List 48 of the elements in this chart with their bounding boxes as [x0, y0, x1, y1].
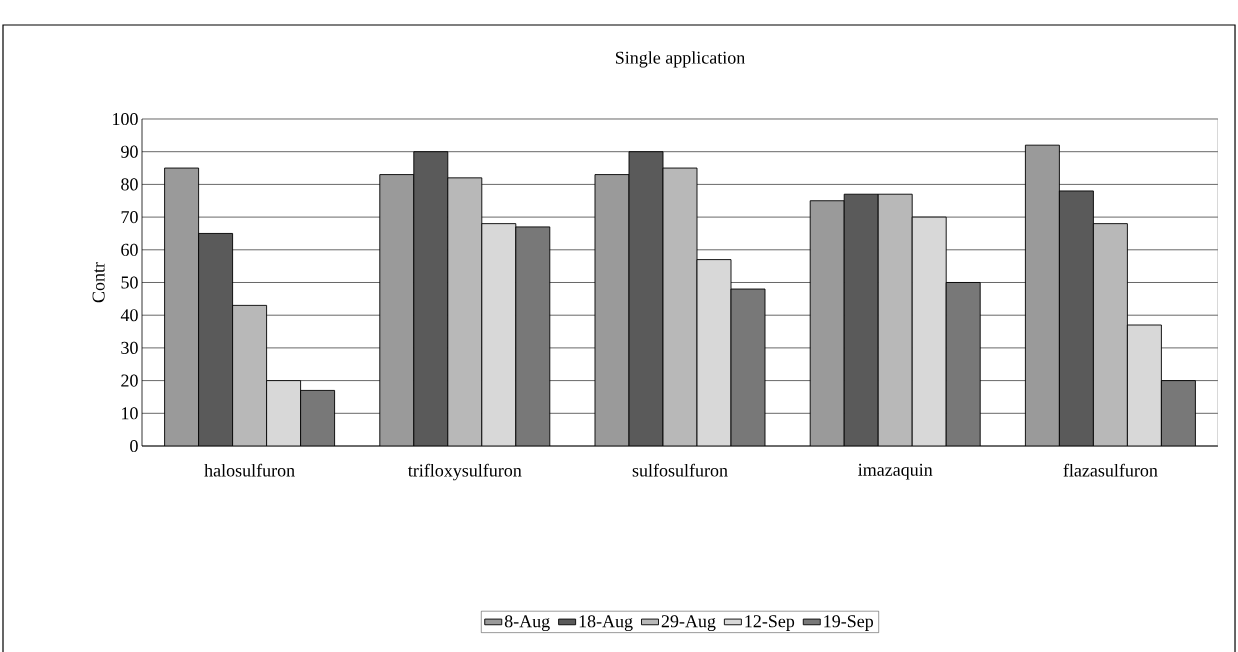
bar [515, 226, 550, 446]
bar [413, 151, 448, 446]
bar [844, 194, 879, 446]
y-tick-label: 40 [120, 309, 138, 322]
legend-label: 8-Aug [504, 615, 550, 632]
legend-label: 19-Sep [824, 615, 874, 631]
y-tick-label: 10 [122, 407, 138, 420]
bar [946, 282, 981, 446]
chart-title: Single application [615, 51, 745, 68]
legend-label: 29-Aug [661, 615, 716, 632]
bar [164, 168, 199, 446]
y-tick-label: 50 [121, 276, 138, 289]
x-tick-label: imazaquin [858, 463, 933, 480]
bar [481, 223, 516, 446]
y-tick-label: 0 [130, 439, 138, 453]
bar [1058, 190, 1094, 446]
bar [379, 174, 414, 446]
bar [697, 259, 731, 446]
legend-label: 12-Sep [745, 615, 795, 631]
x-tick-label: flazasulfuron [1063, 463, 1158, 477]
bar [810, 200, 845, 446]
bar [878, 194, 913, 446]
y-tick-label: 30 [121, 341, 138, 354]
y-tick-label: 60 [121, 243, 138, 256]
bar [447, 177, 482, 446]
x-tick-label: sulfosulfuron [632, 463, 728, 477]
bar [198, 233, 233, 446]
bar [595, 174, 629, 446]
y-tick-label: 70 [121, 211, 138, 224]
y-tick-label: 80 [121, 178, 138, 191]
y-tick-label: 20 [121, 374, 138, 387]
y-axis-title: Contr [92, 262, 105, 303]
bar [912, 217, 947, 446]
y-tick-label: 100 [113, 112, 138, 126]
bar [1024, 144, 1060, 446]
bar [629, 151, 663, 446]
x-tick-label: trifloxysulfuron [407, 463, 522, 481]
bar [300, 390, 335, 446]
bar [232, 305, 267, 446]
bar [266, 380, 301, 446]
y-tick-label: 90 [121, 145, 138, 158]
bar [1126, 324, 1162, 446]
x-tick-label: halosulfuron [204, 463, 295, 477]
bar [1160, 380, 1196, 446]
bar [663, 168, 697, 446]
bar [1092, 223, 1128, 446]
bar [731, 289, 765, 446]
legend-label: 18-Aug [579, 615, 633, 632]
